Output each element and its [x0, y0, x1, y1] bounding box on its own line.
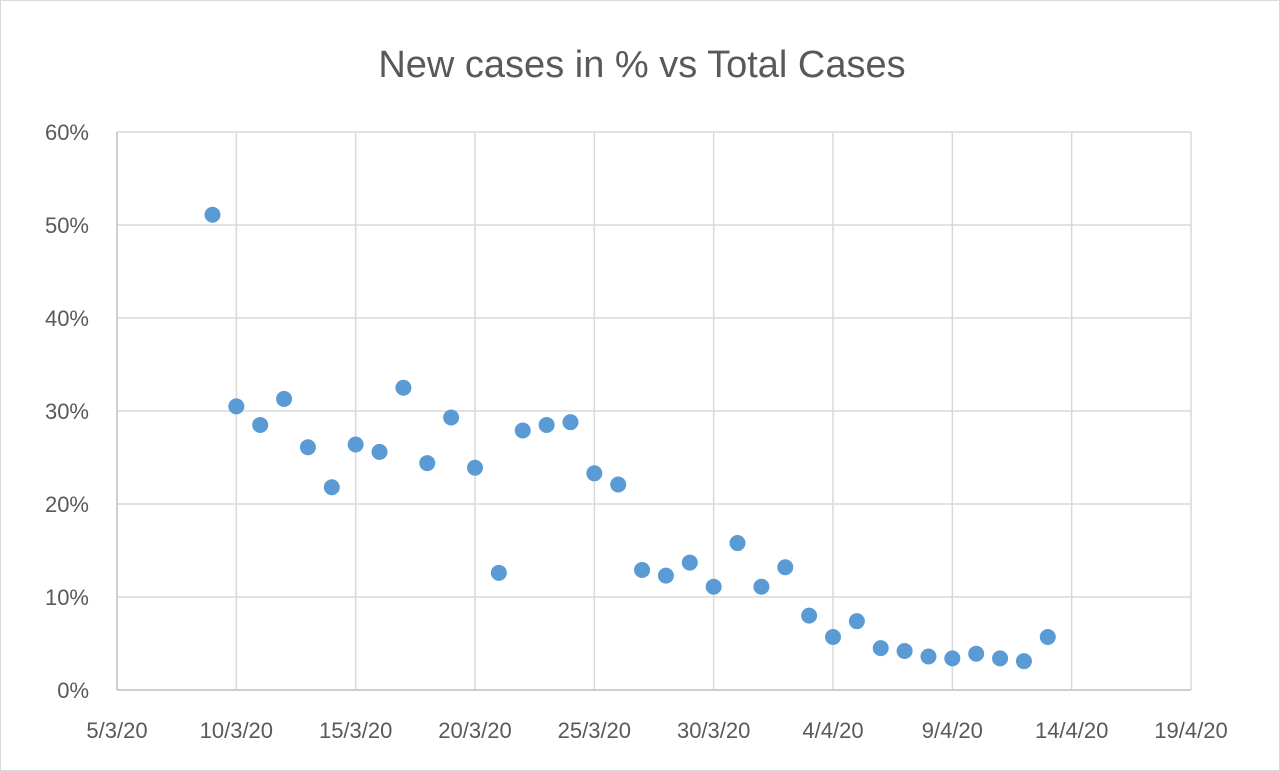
x-tick-label: 30/3/20 [677, 718, 750, 743]
x-tick-label: 5/3/20 [86, 718, 147, 743]
data-point [825, 628, 841, 645]
data-point [252, 416, 269, 433]
x-tick-label: 19/4/20 [1154, 718, 1227, 743]
data-point [276, 390, 293, 407]
data-point [848, 613, 865, 630]
data-point [657, 567, 674, 584]
data-point [777, 559, 794, 576]
x-tick-label: 4/4/20 [802, 718, 863, 743]
y-tick-label: 20% [45, 492, 89, 517]
data-point [538, 416, 555, 433]
data-point [514, 422, 531, 439]
data-point [299, 439, 316, 456]
y-tick-label: 50% [45, 213, 89, 238]
chart-title: New cases in % vs Total Cases [378, 44, 905, 86]
gridlines [117, 131, 1192, 690]
data-point [347, 436, 364, 453]
data-point [562, 414, 579, 431]
data-point [204, 206, 221, 223]
data-point [992, 650, 1009, 667]
data-point [944, 650, 961, 667]
x-tick-label: 25/3/20 [558, 718, 631, 743]
data-point [323, 479, 340, 496]
data-point [228, 398, 245, 415]
data-points [204, 206, 1056, 670]
data-point [371, 443, 388, 460]
data-point [705, 578, 722, 595]
data-point [467, 459, 483, 476]
data-point [753, 578, 770, 595]
data-point [419, 455, 436, 472]
x-tick-label: 10/3/20 [200, 718, 273, 743]
x-tick-label: 14/4/20 [1035, 718, 1108, 743]
data-point [490, 564, 507, 581]
data-point [1039, 628, 1056, 645]
data-point [395, 379, 412, 396]
y-tick-label: 60% [45, 120, 89, 145]
x-tick-label: 15/3/20 [319, 718, 392, 743]
data-point [443, 409, 460, 426]
y-tick-label: 10% [45, 585, 89, 610]
data-point [872, 640, 889, 657]
tick-labels: 0% 10% 20% 30% 40% 50% 60% 5/3/20 10/3/20 15/3/20… [45, 120, 1228, 743]
data-point [801, 607, 818, 624]
y-tick-label: 40% [45, 306, 89, 331]
data-point [634, 562, 651, 579]
y-tick-label: 0% [57, 678, 89, 703]
data-point [729, 535, 746, 552]
data-point [896, 642, 913, 659]
data-point [610, 476, 627, 493]
y-tick-label: 30% [45, 399, 89, 424]
data-point [968, 645, 985, 662]
data-point [681, 554, 698, 571]
data-point [920, 648, 937, 665]
data-point [1015, 653, 1032, 670]
x-tick-label: 9/4/20 [922, 718, 983, 743]
x-tick-label: 20/3/20 [438, 718, 511, 743]
data-point [586, 465, 603, 482]
axes [116, 132, 1191, 691]
